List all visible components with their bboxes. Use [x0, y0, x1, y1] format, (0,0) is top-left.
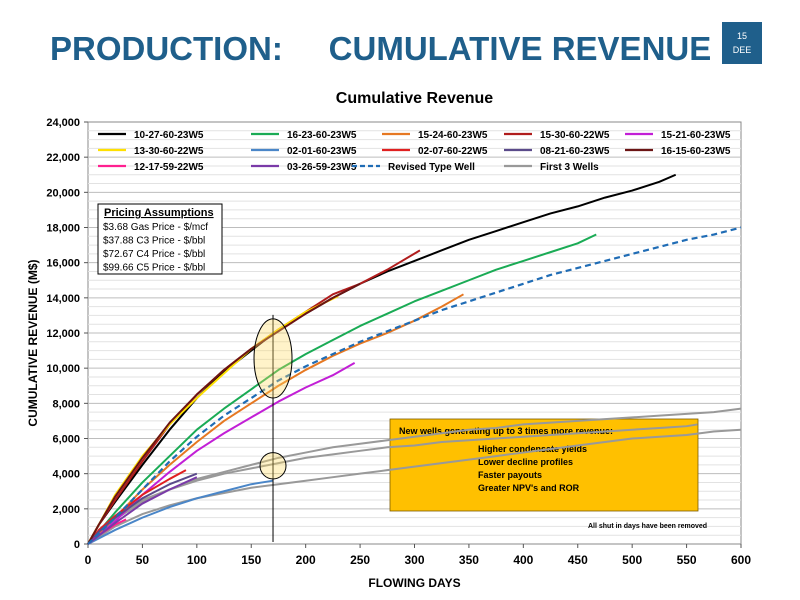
- chart-title: Cumulative Revenue: [336, 90, 493, 107]
- series-line-15-21-60-23w5: [87, 362, 356, 545]
- legend-label: First 3 Wells: [540, 162, 599, 173]
- x-tick-label: 500: [622, 553, 642, 567]
- legend-label: 10-27-60-23W5: [134, 130, 204, 141]
- slide-title: PRODUCTION: CUMULATIVE REVENUE: [50, 30, 712, 67]
- callout-bullet: Higher condensate yields: [478, 444, 587, 454]
- legend-label: 13-30-60-22W5: [134, 146, 204, 157]
- legend-label: Revised Type Well: [388, 162, 475, 173]
- pricing-line: $99.66 C5 Price - $/bbl: [103, 263, 205, 274]
- series-line-02-01-60-23w5: [87, 479, 274, 545]
- footnote: All shut in days have been removed: [588, 523, 707, 530]
- legend-label: 02-01-60-23W5: [287, 146, 357, 157]
- y-tick-label: 8,000: [52, 398, 80, 410]
- legend-label: 02-07-60-22W5: [418, 146, 488, 157]
- x-tick-label: 450: [568, 553, 588, 567]
- pricing-title: Pricing Assumptions: [104, 207, 214, 219]
- page-badge: 15 DEE: [722, 22, 762, 64]
- pricing-line: $72.67 C4 Price - $/bbl: [103, 249, 205, 260]
- y-tick-label: 18,000: [46, 223, 80, 235]
- y-tick-label: 22,000: [46, 152, 80, 164]
- series-line-16-23-60-23w5: [87, 233, 597, 545]
- y-tick-label: 12,000: [46, 328, 80, 340]
- legend-label: 16-15-60-23W5: [661, 146, 731, 157]
- legend-label: 15-30-60-22W5: [540, 130, 610, 141]
- y-tick-label: 20,000: [46, 187, 80, 199]
- x-axis-label: FLOWING DAYS: [368, 576, 460, 590]
- x-tick-label: 550: [677, 553, 697, 567]
- series-line-first-3-wells-1: [87, 407, 742, 545]
- legend-label: 12-17-59-22W5: [134, 162, 204, 173]
- x-tick-label: 600: [731, 553, 751, 567]
- legend-label: 15-21-60-23W5: [661, 130, 731, 141]
- page-number: 15: [736, 31, 747, 41]
- series-line-16-15-60-23w5: [87, 282, 361, 545]
- x-tick-label: 250: [350, 553, 370, 567]
- pricing-line: $37.88 C3 Price - $/bbl: [103, 236, 205, 247]
- callout-bullet: Lower decline profiles: [478, 457, 573, 467]
- legend-label: 16-23-60-23W5: [287, 130, 357, 141]
- y-tick-label: 24,000: [46, 117, 80, 129]
- series-line-03-26-59-23w5: [87, 476, 198, 545]
- series-line-first-3-wells-2: [87, 423, 698, 545]
- legend-label: 03-26-59-23W5: [287, 162, 357, 173]
- x-tick-label: 350: [459, 553, 479, 567]
- y-tick-label: 16,000: [46, 258, 80, 270]
- callout-box: [389, 418, 699, 512]
- y-tick-label: 14,000: [46, 293, 80, 305]
- x-tick-label: 200: [296, 553, 316, 567]
- series-line-revised-type-well: [87, 226, 742, 545]
- legend-label: 15-24-60-23W5: [418, 130, 488, 141]
- x-tick-label: 300: [404, 553, 424, 567]
- y-tick-label: 10,000: [46, 363, 80, 375]
- x-tick-label: 0: [85, 553, 92, 567]
- callout-bullet: Greater NPV's and ROR: [478, 483, 580, 493]
- y-tick-label: 0: [74, 539, 80, 551]
- pricing-line: $3.68 Gas Price - $/mcf: [103, 222, 208, 233]
- x-tick-label: 50: [136, 553, 150, 567]
- highlight-ellipse-high: [253, 318, 293, 399]
- y-tick-label: 6,000: [52, 434, 80, 446]
- x-tick-label: 150: [241, 553, 261, 567]
- pricing-box: [97, 203, 223, 275]
- y-tick-label: 2,000: [52, 504, 80, 516]
- x-tick-label: 400: [513, 553, 533, 567]
- y-tick-label: 4,000: [52, 469, 80, 481]
- highlight-ellipse-low: [259, 452, 287, 480]
- callout-title: New wells generating up to 3 times more …: [399, 426, 613, 436]
- callout-bullet: Faster payouts: [478, 470, 542, 480]
- legend-label: 08-21-60-23W5: [540, 146, 610, 157]
- page-label: DEE: [732, 45, 752, 55]
- x-tick-label: 100: [187, 553, 207, 567]
- y-axis-label: CUMULATIVE REVENUE (M$): [26, 259, 40, 426]
